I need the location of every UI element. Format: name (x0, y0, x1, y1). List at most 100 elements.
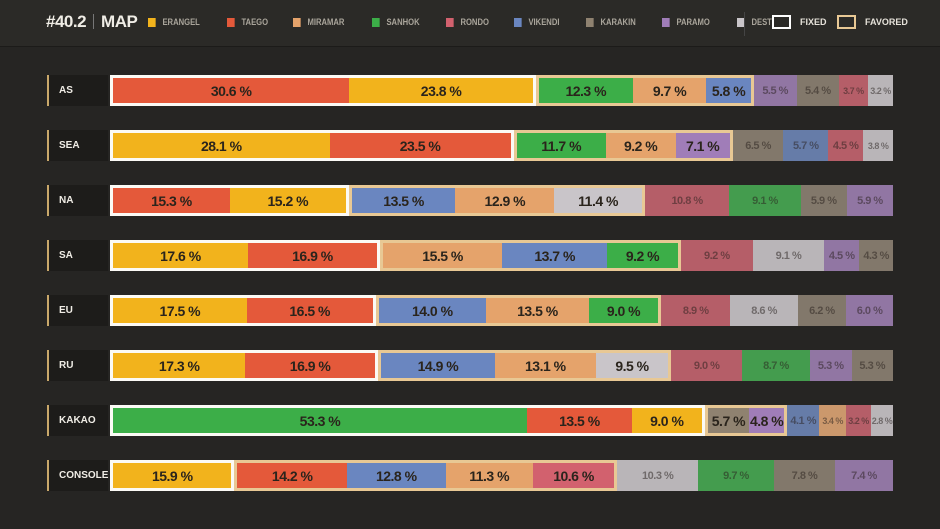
region-label: NA (47, 185, 108, 216)
fixed-group: 17.6 % 16.9 % (110, 240, 381, 271)
legend-favored: FAVORED (837, 15, 908, 29)
bar-segment-deston: 9.5 % (595, 353, 669, 378)
bar-segment-erangel: 23.8 % (349, 78, 533, 103)
row-sea: SEA 28.1 % 23.5 % 11.7 % 9.2 % 7.1 % 6.5 % 5.7 … (47, 130, 893, 161)
bar-segment-karakin: 5.9 % (800, 185, 847, 216)
bar-segment-erangel: 15.2 % (229, 188, 346, 213)
legend-label: SANHOK (386, 17, 420, 27)
legend-swatch (293, 17, 302, 27)
stacked-bar: 53.3 % 13.5 % 9.0 % 5.7 % 4.8 % 4.1 % 3.4 % 3.2… (110, 405, 893, 436)
row-na: NA 15.3 % 15.2 % 13.5 % 12.9 % 11.4 % 10.8 % 9.… (47, 185, 893, 216)
legend-label: MIRAMAR (307, 17, 345, 27)
legend-label: KARAKIN (600, 17, 636, 27)
legend-swatch (736, 17, 745, 27)
other-group: 6.5 % 5.7 % 4.5 % 3.8 % (732, 130, 893, 161)
region-label: KAKAO (47, 405, 108, 436)
bar-segment-vikendi: 5.7 % (783, 130, 829, 161)
bar-segment-paramo: 4.8 % (749, 408, 785, 433)
row-sa: SA 17.6 % 16.9 % 15.5 % 13.7 % 9.2 % 9.2 % 9.1 … (47, 240, 893, 271)
bar-segment-miramar: 12.9 % (455, 188, 555, 213)
favored-group: 5.7 % 4.8 % (704, 405, 788, 436)
title-label: MAP (101, 12, 138, 31)
legend-swatch (371, 17, 380, 27)
other-group: 5.5 % 5.4 % 3.7 % 3.2 % (753, 75, 893, 106)
bar-segment-karakin: 6.5 % (732, 130, 784, 161)
bar-segment-miramar: 13.5 % (485, 298, 590, 323)
bar-segment-erangel: 17.5 % (113, 298, 247, 323)
bar-segment-deston: 8.6 % (730, 295, 798, 326)
stacked-bar: 15.3 % 15.2 % 13.5 % 12.9 % 11.4 % 10.8 % 9.1 … (110, 185, 893, 216)
bar-segment-paramo: 5.9 % (846, 185, 893, 216)
bar-segment-deston: 11.4 % (554, 188, 642, 213)
legend-swatch (514, 17, 523, 27)
favored-group: 14.0 % 13.5 % 9.0 % (375, 295, 661, 326)
stacked-bar: 17.5 % 16.5 % 14.0 % 13.5 % 9.0 % 8.9 % 8.6 % 6… (110, 295, 893, 326)
bar-segment-taego: 16.9 % (247, 243, 378, 268)
header: #40.2 MAP ERANGEL TAEGO MIRAMAR SANHOK RONDO V… (0, 0, 940, 47)
bar-segment-paramo: 5.5 % (753, 75, 797, 106)
legend-item-paramo: PARAMO (662, 17, 710, 27)
legend-swatch (227, 17, 235, 27)
bar-segment-erangel: 9.0 % (631, 408, 702, 433)
row-kakao: KAKAO 53.3 % 13.5 % 9.0 % 5.7 % 4.8 % 4.1 % 3.4… (47, 405, 893, 436)
bar-segment-karakin: 5.3 % (851, 350, 893, 381)
legend-label: DESTON (751, 17, 783, 27)
region-label: CONSOLE (47, 460, 108, 491)
bar-segment-karakin: 5.7 % (707, 408, 750, 433)
row-ru: RU 17.3 % 16.9 % 14.9 % 13.1 % 9.5 % 9.0 % 8.7 … (47, 350, 893, 381)
other-group: 9.2 % 9.1 % 4.5 % 4.3 % (680, 240, 893, 271)
season-label: #40.2 (46, 12, 87, 31)
bar-segment-paramo: 5.3 % (810, 350, 852, 381)
legend-swatch (585, 17, 594, 27)
row-eu: EU 17.5 % 16.5 % 14.0 % 13.5 % 9.0 % 8.9 % 8.6 … (47, 295, 893, 326)
bar-segment-vikendi: 12.8 % (346, 463, 446, 488)
legend-swatch (662, 17, 671, 27)
row-as: AS 30.6 % 23.8 % 12.3 % 9.7 % 5.8 % 5.5 % 5.4 %… (47, 75, 893, 106)
bar-segment-taego: 14.2 % (237, 463, 347, 488)
bar-segment-sanhok: 9.1 % (729, 185, 801, 216)
bar-segment-sanhok: 9.2 % (607, 243, 678, 268)
stacked-bar: 17.6 % 16.9 % 15.5 % 13.7 % 9.2 % 9.2 % 9.1 % 4… (110, 240, 893, 271)
legend-fixed: FIXED (772, 15, 827, 29)
bar-segment-taego: 23.5 % (329, 133, 511, 158)
bar-segment-karakin: 5.4 % (796, 75, 839, 106)
legend-item-deston: DESTON (736, 17, 783, 27)
region-label: SEA (47, 130, 108, 161)
legend-item-rondo: RONDO (445, 17, 489, 27)
legend-item-vikendi: VIKENDI (514, 17, 560, 27)
legend-item-karakin: KARAKIN (585, 17, 636, 27)
bar-segment-erangel: 17.6 % (113, 243, 248, 268)
other-group: 10.8 % 9.1 % 5.9 % 5.9 % (644, 185, 893, 216)
fixed-group: 15.9 % (110, 460, 235, 491)
bar-segment-deston: 10.3 % (617, 460, 698, 491)
bar-segment-rondo: 8.9 % (660, 295, 731, 326)
fixed-group: 17.3 % 16.9 % (110, 350, 378, 381)
bar-segment-rondo: 9.0 % (671, 350, 742, 381)
bar-segment-karakin: 7.8 % (773, 460, 836, 491)
bar-segment-miramar: 11.3 % (445, 463, 533, 488)
title-divider (93, 14, 95, 29)
bar-segment-miramar: 9.7 % (632, 78, 707, 103)
legend-label: RONDO (460, 17, 489, 27)
bar-segment-rondo: 10.8 % (644, 185, 730, 216)
bar-segment-deston: 2.8 % (871, 405, 893, 436)
fixed-group: 30.6 % 23.8 % (110, 75, 536, 106)
bar-segment-sanhok: 12.3 % (538, 78, 633, 103)
bar-segment-rondo: 3.2 % (845, 405, 872, 436)
bar-segment-rondo: 10.6 % (532, 463, 615, 488)
legend-item-sanhok: SANHOK (371, 17, 420, 27)
bar-segment-taego: 16.9 % (245, 353, 375, 378)
fixed-group: 17.5 % 16.5 % (110, 295, 376, 326)
other-group: 10.3 % 9.7 % 7.8 % 7.4 % (617, 460, 893, 491)
bar-segment-deston: 3.2 % (867, 75, 893, 106)
stacked-bar: 17.3 % 16.9 % 14.9 % 13.1 % 9.5 % 9.0 % 8.7 % 5… (110, 350, 893, 381)
legend-label: ERANGEL (162, 17, 200, 27)
bar-segment-sanhok: 9.7 % (698, 460, 774, 491)
region-label: EU (47, 295, 108, 326)
region-label: SA (47, 240, 108, 271)
legend-swatch (445, 17, 454, 27)
legend-swatch (148, 17, 156, 27)
bar-segment-vikendi: 13.5 % (351, 188, 456, 213)
legend-label: TAEGO (241, 17, 269, 27)
bar-segment-miramar: 9.2 % (605, 133, 676, 158)
